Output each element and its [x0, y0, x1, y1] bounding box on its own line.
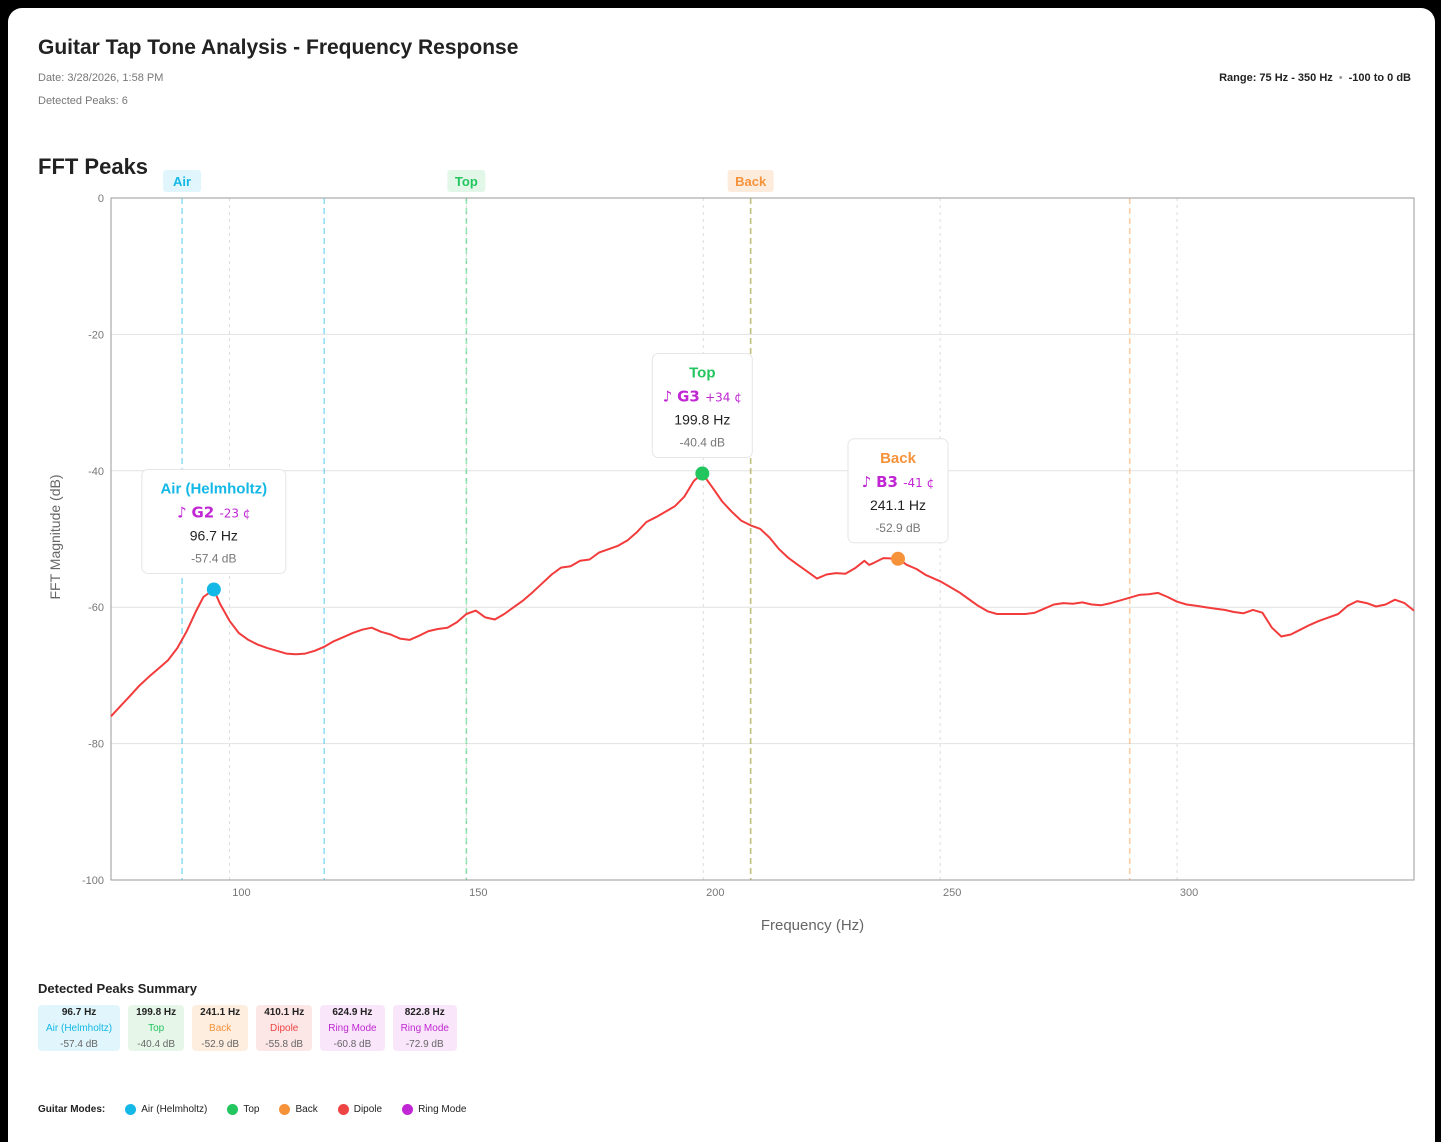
peak-card-hz: 624.9 Hz — [332, 1007, 373, 1018]
peak-card-db: -40.4 dB — [137, 1039, 176, 1050]
peak-card-hz: 241.1 Hz — [200, 1007, 241, 1018]
legend-swatch — [402, 1104, 414, 1115]
mode-band-tag: Top — [447, 170, 486, 192]
peak-card-mode: Top — [148, 1023, 165, 1034]
peak-card-db: -57.4 dB — [60, 1039, 98, 1050]
peak-callout: Back ♪ B3 -41 ¢ 241.1 Hz -52.9 dB — [847, 438, 949, 544]
mode-band-tag-label: Back — [735, 174, 767, 189]
mode-band-tag-bg — [447, 170, 486, 192]
x-tick-label: 100 — [232, 887, 250, 899]
peak-summary-card: 241.1 Hz Back -52.9 dB — [192, 1005, 249, 1051]
section-title: FFT Peaks — [38, 154, 149, 179]
peak-card-mode: Ring Mode — [400, 1023, 449, 1034]
peak-callout-box — [141, 468, 287, 574]
peak-card-hz: 410.1 Hz — [264, 1007, 305, 1018]
frequency-response-line — [110, 472, 1415, 717]
peak-callout-box — [651, 353, 753, 459]
y-tick-label: -80 — [88, 739, 104, 751]
peak-callout-db: -57.4 dB — [191, 551, 236, 565]
peak-summary-card: 96.7 Hz Air (Helmholtz) -57.4 dB — [38, 1005, 121, 1051]
x-tick-label: 200 — [706, 887, 724, 899]
x-tick-label: 300 — [1180, 887, 1198, 899]
peak-callout-db: -40.4 dB — [680, 436, 725, 450]
range-db: -100 to 0 dB — [1348, 72, 1411, 84]
peak-summary-card: 822.8 Hz Ring Mode -72.9 dB — [392, 1005, 457, 1051]
peak-callout-name: Back — [880, 450, 917, 467]
peak-marker — [206, 582, 221, 597]
y-tick-label: -20 — [88, 329, 104, 341]
peak-card-db: -72.9 dB — [405, 1039, 444, 1050]
peak-callout-note: ♪ G3 +34 ¢ — [663, 388, 742, 406]
mode-legend: Guitar Modes: Air (Helmholtz) Top Back Dipo… — [38, 1104, 486, 1115]
peak-callout: Air (Helmholtz) ♪ G2 -23 ¢ 96.7 Hz -57.4 dB — [141, 468, 287, 574]
plot-border — [110, 197, 1415, 881]
x-tick-label: 250 — [943, 887, 961, 899]
plot-area — [111, 198, 1414, 880]
report-page: Guitar Tap Tone Analysis - Frequency Res… — [8, 8, 1435, 1142]
legend-item-label: Ring Mode — [418, 1104, 467, 1115]
legend-item: Ring Mode — [402, 1104, 466, 1115]
legend-item: Dipole — [337, 1104, 383, 1115]
peak-summary-card: 199.8 Hz Top -40.4 dB — [128, 1005, 185, 1051]
peak-callout-hz: 199.8 Hz — [674, 412, 730, 428]
legend-label: Guitar Modes: — [38, 1104, 106, 1115]
peak-callout-box — [847, 438, 949, 544]
mode-band-tag: Back — [727, 170, 774, 192]
peak-callout-db: -52.9 dB — [875, 521, 920, 535]
range-separator: • — [1338, 72, 1343, 84]
peak-card-mode: Air (Helmholtz) — [46, 1023, 113, 1034]
peak-card-mode: Ring Mode — [328, 1023, 377, 1034]
peak-card-db: -52.9 dB — [201, 1039, 240, 1050]
mode-band-tag-bg — [727, 170, 774, 192]
peak-callout-hz: 241.1 Hz — [870, 497, 926, 513]
peak-marker — [695, 466, 710, 481]
legend-swatch — [337, 1104, 349, 1115]
y-tick-label: 0 — [98, 193, 104, 205]
report-date: Date: 3/28/2026, 1:58 PM — [38, 72, 164, 84]
legend-item-label: Dipole — [353, 1104, 383, 1115]
mode-band-tag-label: Top — [455, 174, 478, 189]
y-tick-label: -40 — [88, 466, 104, 478]
detected-peaks-count: Detected Peaks: 6 — [38, 95, 128, 107]
mode-band-tag: Air — [163, 170, 202, 192]
peak-summary-card: 624.9 Hz Ring Mode -60.8 dB — [320, 1005, 385, 1051]
legend-item: Top — [227, 1104, 259, 1115]
x-axis-title: Frequency (Hz) — [761, 917, 864, 934]
y-tick-label: -100 — [82, 875, 104, 887]
legend-swatch — [279, 1104, 291, 1115]
fft-chart: 0 -20 -40 -60 -80 -100 100 150 200 250 300 Air Top Ba… — [47, 170, 1415, 934]
legend-item-label: Air (Helmholtz) — [141, 1104, 208, 1115]
peak-callout-name: Top — [689, 365, 715, 382]
peak-callout-hz: 96.7 Hz — [190, 527, 238, 543]
peak-card-db: -60.8 dB — [333, 1039, 372, 1050]
range-info: Range: 75 Hz - 350 Hz • -100 to 0 dB — [1219, 72, 1411, 84]
peak-card-mode: Back — [209, 1023, 232, 1034]
peak-summary-cards: 96.7 Hz Air (Helmholtz) -57.4 dB 199.8 Hz To… — [38, 1005, 457, 1051]
legend-swatch — [227, 1104, 239, 1115]
report-title: Guitar Tap Tone Analysis - Frequency Res… — [38, 36, 519, 59]
peak-summary-card: 410.1 Hz Dipole -55.8 dB — [256, 1005, 313, 1051]
peak-callout-note: ♪ G2 -23 ¢ — [177, 503, 250, 521]
peak-marker — [891, 551, 906, 566]
mode-band-tag-label: Air — [173, 174, 191, 189]
legend-swatch — [125, 1104, 137, 1115]
peak-card-hz: 96.7 Hz — [61, 1007, 97, 1018]
peak-card-hz: 822.8 Hz — [404, 1007, 445, 1018]
peak-callout-note: ♪ B3 -41 ¢ — [862, 473, 935, 491]
peak-card-hz: 199.8 Hz — [136, 1007, 177, 1018]
peak-callout-name: Air (Helmholtz) — [160, 480, 267, 497]
x-tick-label: 150 — [469, 887, 487, 899]
summary-title: Detected Peaks Summary — [38, 981, 197, 996]
legend-item-label: Top — [243, 1104, 260, 1115]
range-hz: Range: 75 Hz - 350 Hz — [1219, 72, 1333, 84]
legend-item: Back — [279, 1104, 318, 1115]
legend-item: Air (Helmholtz) — [125, 1104, 207, 1115]
legend-item-label: Back — [295, 1104, 318, 1115]
y-tick-label: -60 — [88, 602, 104, 614]
y-axis-title: FFT Magnitude (dB) — [47, 474, 63, 599]
peak-callout: Top ♪ G3 +34 ¢ 199.8 Hz -40.4 dB — [651, 353, 753, 459]
mode-band-tag-bg — [163, 170, 202, 192]
peak-card-mode: Dipole — [270, 1023, 299, 1034]
peak-card-db: -55.8 dB — [265, 1039, 304, 1050]
